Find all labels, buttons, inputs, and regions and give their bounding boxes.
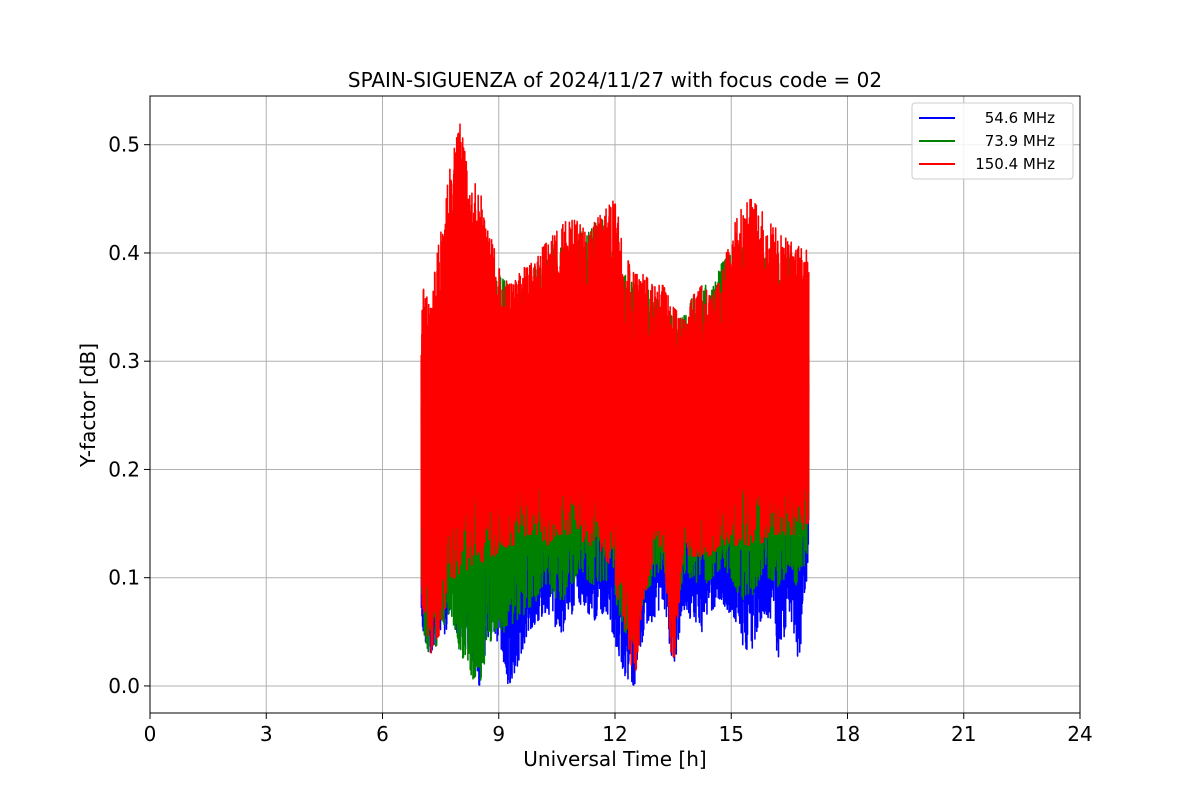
x-tick-label: 21 <box>951 722 976 746</box>
plot-series <box>420 123 810 686</box>
x-tick-label: 6 <box>376 722 389 746</box>
x-tick-label: 12 <box>602 722 627 746</box>
x-tick-label: 0 <box>144 722 157 746</box>
x-tick-label: 24 <box>1067 722 1092 746</box>
y-tick-label: 0.0 <box>108 674 140 698</box>
legend-label-2: 150.4 MHz <box>975 155 1055 173</box>
y-tick-label: 0.2 <box>108 457 140 481</box>
legend-label-1: 73.9 MHz <box>985 132 1055 150</box>
y-tick-label: 0.3 <box>108 349 140 373</box>
x-tick-label: 18 <box>835 722 860 746</box>
y-tick-label: 0.5 <box>108 133 140 157</box>
series-line-2 <box>420 123 810 672</box>
x-axis-ticks: 0 3 6 9 12 15 18 21 24 <box>144 713 1093 746</box>
y-tick-label: 0.1 <box>108 566 140 590</box>
y-axis-ticks: 0.0 0.1 0.2 0.3 0.4 0.5 <box>108 133 150 698</box>
x-tick-label: 3 <box>260 722 273 746</box>
legend-box <box>911 102 1074 180</box>
x-axis-label: Universal Time [h] <box>523 747 706 771</box>
y-tick-label: 0.4 <box>108 241 140 265</box>
legend: 54.6 MHz 73.9 MHz 150.4 MHz <box>911 102 1074 180</box>
chart-title: SPAIN-SIGUENZA of 2024/11/27 with focus … <box>348 68 882 92</box>
y-axis-label: Y-factor [dB] <box>76 343 100 468</box>
legend-label-0: 54.6 MHz <box>985 109 1055 127</box>
x-tick-label: 15 <box>719 722 744 746</box>
x-tick-label: 9 <box>492 722 505 746</box>
